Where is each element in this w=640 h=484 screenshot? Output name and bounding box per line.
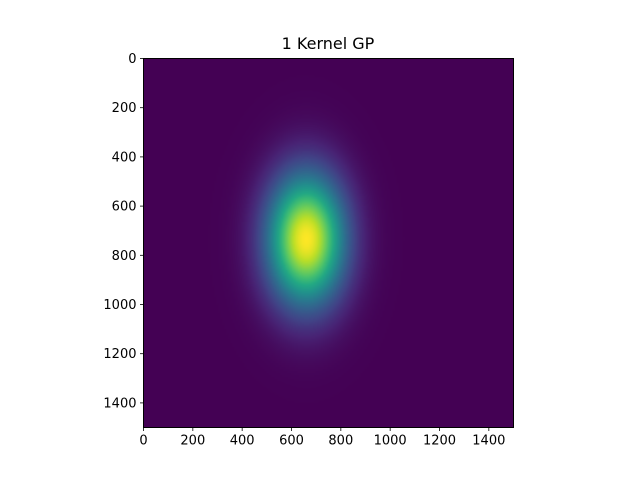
x-tick-label: 600 — [279, 434, 304, 449]
x-tick-label: 1200 — [423, 434, 456, 449]
heatmap-image — [143, 58, 514, 428]
chart-title: 1 Kernel GP — [282, 34, 375, 53]
y-tick-label: 200 — [112, 101, 137, 116]
y-axis: 0 200 400 600 800 1000 1200 1400 — [103, 52, 144, 411]
y-tick-label: 0 — [128, 52, 136, 67]
x-tick-label: 800 — [328, 434, 353, 449]
y-tick-label: 1200 — [103, 347, 136, 362]
y-tick-label: 1400 — [103, 396, 136, 411]
x-axis: 0 200 400 600 800 1000 1200 1400 — [139, 427, 505, 449]
y-tick-label: 1000 — [103, 298, 136, 313]
y-tick-label: 800 — [112, 249, 137, 264]
y-tick-label: 400 — [112, 150, 137, 165]
x-tick-label: 1000 — [374, 434, 407, 449]
plot-area — [143, 58, 514, 428]
x-tick-label: 1400 — [472, 434, 505, 449]
plot-frame — [143, 58, 514, 428]
x-tick-label: 0 — [139, 434, 147, 449]
x-tick-label: 200 — [180, 434, 205, 449]
y-tick-label: 600 — [112, 200, 137, 215]
x-tick-label: 400 — [230, 434, 255, 449]
